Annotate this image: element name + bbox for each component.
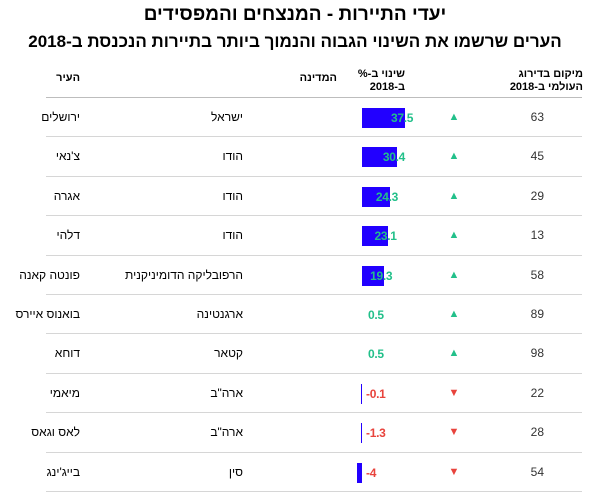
row-divider bbox=[46, 294, 582, 295]
triangle-up-icon: ▲ bbox=[448, 111, 460, 123]
change-bar bbox=[362, 186, 390, 207]
triangle-up-icon: ▲ bbox=[448, 189, 460, 202]
row-divider bbox=[46, 215, 582, 217]
change-value: -1.3 bbox=[366, 426, 386, 441]
table-row: ירושלים ישראל 37.5 ▲ 63 bbox=[0, 98, 590, 138]
rank-cell: 45 bbox=[530, 149, 544, 164]
country-cell: ארה"ב bbox=[210, 425, 243, 440]
rank-cell: 89 bbox=[530, 307, 544, 321]
city-cell: מיאמי bbox=[49, 385, 80, 400]
rank-cell: 29 bbox=[530, 188, 544, 203]
header-change-line2: ב-2018 bbox=[369, 81, 405, 93]
row-divider bbox=[46, 451, 582, 453]
header-city: העיר bbox=[56, 72, 80, 84]
country-cell: ארגנטינה bbox=[196, 307, 243, 321]
table-row: בואנוס איירס ארגנטינה 0.5 ▲ 89 bbox=[0, 295, 590, 335]
row-divider bbox=[46, 372, 582, 374]
change-value: 0.5 bbox=[368, 347, 384, 362]
change-value: 37.5 bbox=[391, 111, 414, 125]
city-cell: דלהי bbox=[56, 228, 81, 243]
change-bar bbox=[360, 423, 362, 444]
triangle-down-icon: ▼ bbox=[448, 426, 460, 439]
city-cell: דוחא bbox=[54, 346, 80, 361]
change-value: -0.1 bbox=[366, 386, 386, 401]
city-cell: לאס וגאס bbox=[31, 425, 80, 440]
city-cell: צ'נאי bbox=[55, 149, 80, 164]
country-cell: הודו bbox=[222, 149, 244, 164]
country-cell: קטאר bbox=[214, 346, 243, 361]
city-cell: פונטה קאנה bbox=[19, 267, 80, 282]
triangle-down-icon: ▼ bbox=[448, 386, 460, 399]
rank-cell: 54 bbox=[530, 464, 544, 479]
table-row: בייג'ינג סין -4 ▼ 54 bbox=[0, 453, 590, 493]
change-value: 19.3 bbox=[370, 268, 393, 283]
country-cell: הרפובליקה הדומיניקנית bbox=[125, 267, 243, 282]
header-divider bbox=[46, 97, 582, 98]
row-divider bbox=[46, 254, 582, 256]
change-value: 24.3 bbox=[375, 189, 399, 204]
triangle-up-icon: ▲ bbox=[448, 308, 460, 320]
table-row: מיאמי ארה"ב -0.1 ▼ 22 bbox=[0, 374, 590, 414]
country-cell: ארה"ב bbox=[210, 385, 243, 400]
change-value: 23.1 bbox=[374, 229, 397, 244]
header-rank: מיקום בדירוג העולמי ב-2018 bbox=[468, 68, 583, 94]
table-row: דלהי הודו 23.1 ▲ 13 bbox=[0, 216, 590, 256]
chart-subtitle: הערים שרשמו את השינוי הגבוה והנמוך ביותר… bbox=[28, 32, 562, 51]
change-value: 0.5 bbox=[368, 308, 384, 322]
city-cell: אגרה bbox=[53, 188, 80, 203]
country-cell: הודו bbox=[222, 188, 244, 203]
change-bar bbox=[360, 383, 362, 404]
header-change-line1: שינוי ב-% bbox=[357, 68, 405, 80]
change-bar bbox=[362, 226, 389, 247]
city-cell: בייג'ינג bbox=[46, 464, 80, 479]
change-value: -4 bbox=[366, 465, 377, 480]
table-row: צ'נאי הודו 30.4 ▲ 45 bbox=[0, 137, 590, 177]
row-divider bbox=[46, 175, 582, 177]
rank-cell: 22 bbox=[530, 385, 544, 400]
change-value: 30.4 bbox=[382, 150, 405, 165]
rank-cell: 13 bbox=[530, 228, 544, 243]
chart-title: יעדי התיירות - המנצחים והמפסידים bbox=[143, 4, 447, 25]
row-divider bbox=[46, 491, 582, 492]
rank-cell: 28 bbox=[530, 425, 544, 440]
row-divider bbox=[46, 412, 582, 414]
table-row: דוחא קטאר 0.5 ▲ 98 bbox=[0, 334, 590, 374]
triangle-up-icon: ▲ bbox=[448, 268, 460, 281]
header-country: המדינה bbox=[299, 72, 337, 84]
country-cell: סין bbox=[228, 464, 243, 479]
rank-cell: 58 bbox=[530, 267, 544, 282]
change-bar bbox=[357, 462, 362, 483]
table-row: לאס וגאס ארה"ב -1.3 ▼ 28 bbox=[0, 413, 590, 453]
header-rank-line2: העולמי ב-2018 bbox=[509, 81, 583, 93]
table-row: פונטה קאנה הרפובליקה הדומיניקנית 19.3 ▲ 58 bbox=[0, 256, 590, 296]
triangle-up-icon: ▲ bbox=[448, 150, 460, 163]
table-row: אגרה הודו 24.3 ▲ 29 bbox=[0, 177, 590, 217]
change-bar bbox=[362, 265, 385, 286]
rank-cell: 63 bbox=[530, 110, 544, 124]
city-cell: ירושלים bbox=[41, 110, 80, 124]
country-cell: הודו bbox=[222, 228, 244, 243]
header-rank-line1: מיקום בדירוג bbox=[518, 68, 584, 80]
triangle-down-icon: ▼ bbox=[448, 465, 460, 478]
triangle-up-icon: ▲ bbox=[448, 347, 460, 360]
change-bar bbox=[362, 108, 405, 128]
header-change: שינוי ב-% ב-2018 bbox=[355, 68, 405, 94]
country-cell: ישראל bbox=[211, 110, 243, 124]
row-divider bbox=[46, 333, 582, 335]
city-cell: בואנוס איירס bbox=[15, 307, 80, 321]
change-bar bbox=[362, 147, 397, 168]
row-divider bbox=[46, 136, 582, 138]
rank-cell: 98 bbox=[530, 346, 544, 361]
triangle-up-icon: ▲ bbox=[448, 229, 460, 242]
